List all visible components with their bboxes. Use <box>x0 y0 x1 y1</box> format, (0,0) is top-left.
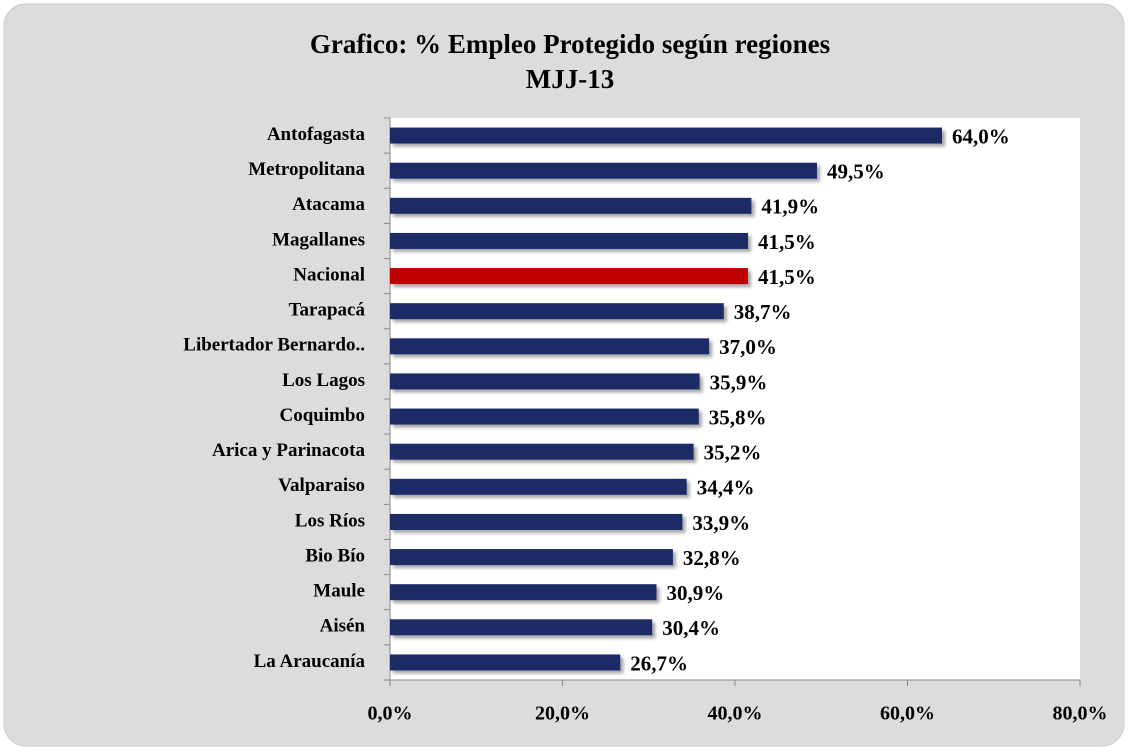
bar <box>390 513 683 530</box>
bar <box>390 478 687 495</box>
x-tick-label: 60,0% <box>880 703 935 725</box>
y-tick-label: Tarapacá <box>289 300 366 321</box>
bar <box>390 654 621 671</box>
bar <box>390 584 657 601</box>
value-label: 35,9% <box>710 370 768 394</box>
value-label: 35,2% <box>704 441 762 465</box>
y-tick-label: Los Lagos <box>282 370 365 391</box>
value-label: 33,9% <box>692 511 750 535</box>
value-label: 38,7% <box>734 300 792 324</box>
bar <box>390 127 942 144</box>
chart-title: Grafico: % Empleo Protegido según region… <box>310 29 830 59</box>
x-tick-label: 0,0% <box>368 703 413 725</box>
value-label: 49,5% <box>827 160 885 184</box>
value-label: 34,4% <box>697 476 755 500</box>
bar <box>390 408 699 425</box>
y-tick-label: Nacional <box>293 264 365 285</box>
bar <box>390 373 700 390</box>
value-label: 41,9% <box>761 195 819 219</box>
bar <box>390 197 752 214</box>
x-tick-label: 80,0% <box>1053 703 1108 725</box>
value-label: 41,5% <box>758 230 816 254</box>
value-label: 35,8% <box>709 405 767 429</box>
bar <box>390 268 748 285</box>
y-tick-label: Libertador Bernardo.. <box>183 335 365 356</box>
x-tick-label: 20,0% <box>535 703 590 725</box>
y-tick-label: La Araucanía <box>254 651 366 672</box>
chart-subtitle: MJJ-13 <box>526 64 614 94</box>
y-tick-label: Arica y Parinacota <box>212 440 366 461</box>
value-label: 37,0% <box>719 335 777 359</box>
y-tick-label: Metropolitana <box>248 159 365 180</box>
y-tick-label: Bio Bío <box>305 545 365 566</box>
value-label: 41,5% <box>758 265 816 289</box>
bar <box>390 338 710 355</box>
x-tick-label: 40,0% <box>708 703 763 725</box>
value-label: 30,4% <box>662 616 720 640</box>
y-tick-label: Antofagasta <box>267 124 366 145</box>
y-tick-label: Coquimbo <box>279 405 365 426</box>
bar <box>390 549 673 566</box>
bar <box>390 303 724 320</box>
value-label: 64,0% <box>952 124 1010 148</box>
y-tick-label: Valparaiso <box>278 475 365 496</box>
bar <box>390 443 694 460</box>
value-label: 30,9% <box>667 581 725 605</box>
value-label: 26,7% <box>630 651 688 675</box>
value-label: 32,8% <box>683 546 741 570</box>
y-tick-label: Magallanes <box>272 229 365 250</box>
bar <box>390 232 748 249</box>
y-tick-label: Los Ríos <box>295 510 365 531</box>
y-tick-label: Atacama <box>292 194 365 215</box>
bar <box>390 619 653 636</box>
y-tick-label: Maule <box>313 581 365 602</box>
bar <box>390 162 817 179</box>
y-tick-label: Aisén <box>320 616 366 637</box>
